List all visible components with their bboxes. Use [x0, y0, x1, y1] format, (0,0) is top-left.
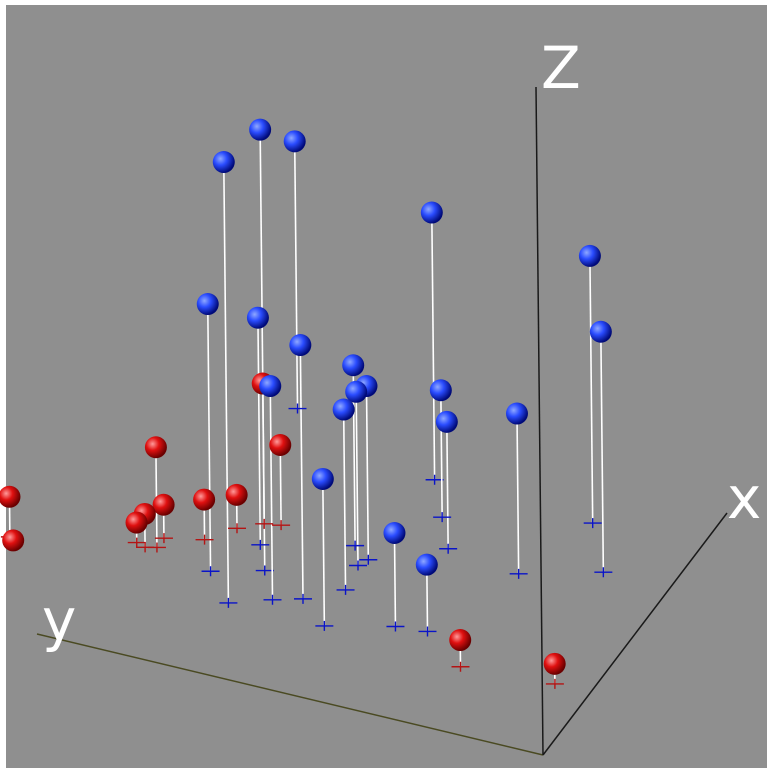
point-s1-7: [193, 488, 216, 511]
point-s0-5: [259, 375, 282, 398]
point-s1-8: [225, 483, 248, 506]
point-s0-19: [283, 130, 306, 153]
point-s1-5: [125, 511, 148, 534]
x-axis-line: [542, 512, 728, 756]
drop-line-s0-6: [322, 478, 326, 626]
base-marker-s0-17: [433, 512, 452, 523]
drop-line-s1-9: [261, 383, 265, 524]
base-marker-s1-12: [545, 678, 564, 689]
point-s0-7: [383, 521, 406, 544]
point-s0-16: [435, 410, 458, 433]
drop-line-s0-18: [516, 413, 520, 574]
data-marks: [0, 118, 613, 689]
base-marker-s1-5: [127, 537, 146, 548]
drop-line-s0-7: [393, 532, 397, 627]
base-marker-s1-6: [154, 533, 173, 544]
drop-line-s0-0: [222, 162, 230, 603]
drop-line-s0-10: [355, 391, 359, 566]
point-s1-1: [0, 485, 21, 508]
drop-line-s0-2: [257, 317, 262, 545]
base-marker-s0-12: [346, 540, 365, 551]
point-s0-12: [342, 354, 365, 377]
base-marker-s0-2: [251, 539, 270, 550]
point-s1-10: [269, 433, 292, 456]
z-axis-label: Z: [541, 34, 581, 102]
base-marker-s0-3: [294, 593, 312, 604]
y-axis-label: y: [42, 586, 76, 654]
point-s0-10: [345, 380, 368, 403]
base-marker-s0-14: [583, 518, 602, 529]
z-axis-line: [535, 86, 544, 756]
base-marker-s1-10: [272, 520, 291, 531]
point-s0-6: [311, 467, 334, 490]
y-axis-line: [36, 633, 544, 756]
base-marker-s1-8: [228, 523, 246, 534]
base-marker-s1-11: [451, 661, 470, 672]
drop-line-s0-14: [589, 255, 594, 524]
point-s0-4: [196, 293, 219, 316]
drop-line-s0-19: [293, 141, 299, 409]
drop-line-s0-16: [446, 421, 449, 549]
drop-line-s0-5: [269, 386, 274, 600]
point-s0-8: [415, 553, 438, 576]
base-marker-s0-11: [359, 554, 378, 565]
point-s1-11: [449, 629, 472, 652]
base-marker-s0-0: [219, 597, 238, 608]
base-marker-s0-5: [263, 594, 282, 605]
drop-line-s0-15: [600, 331, 605, 573]
point-s1-12: [543, 652, 566, 675]
drop-line-s0-9: [342, 409, 347, 590]
base-marker-s1-9: [255, 518, 274, 529]
drop-line-s0-11: [365, 386, 370, 560]
base-marker-s0-1: [255, 565, 274, 576]
drop-line-s1-10: [279, 444, 282, 526]
base-marker-s0-9: [336, 584, 355, 595]
point-s0-18: [505, 402, 528, 425]
base-marker-s0-10: [349, 560, 367, 571]
plot-background: [6, 5, 767, 768]
point-s0-14: [578, 244, 601, 267]
base-marker-s1-4: [136, 542, 155, 553]
base-marker-s0-7: [386, 621, 405, 632]
base-marker-s0-15: [594, 567, 613, 578]
base-marker-s0-19: [288, 403, 307, 414]
drop-line-s0-4: [206, 304, 212, 572]
point-s1-6: [152, 493, 175, 516]
drop-line-s0-13: [431, 212, 436, 480]
base-marker-s1-7: [195, 534, 214, 545]
point-s1-3: [144, 436, 167, 459]
point-s0-3: [289, 334, 312, 357]
base-marker-s0-8: [418, 626, 437, 637]
base-marker-s0-16: [439, 543, 458, 554]
base-marker-s0-6: [315, 620, 334, 631]
drop-line-s0-3: [299, 345, 304, 599]
drop-line-s0-8: [426, 564, 429, 632]
point-s0-1: [249, 118, 272, 141]
point-s0-17: [429, 379, 452, 402]
point-s0-2: [246, 306, 269, 329]
base-marker-s0-4: [201, 566, 220, 577]
x-axis-label: x: [727, 464, 761, 532]
point-s1-2: [2, 529, 25, 552]
base-marker-s0-18: [509, 568, 528, 579]
point-s0-15: [589, 320, 612, 343]
point-s0-9: [332, 398, 355, 421]
point-s0-13: [420, 201, 443, 224]
point-s0-0: [212, 151, 235, 174]
base-marker-s0-13: [425, 474, 444, 485]
drop-line-s0-17: [440, 390, 443, 518]
